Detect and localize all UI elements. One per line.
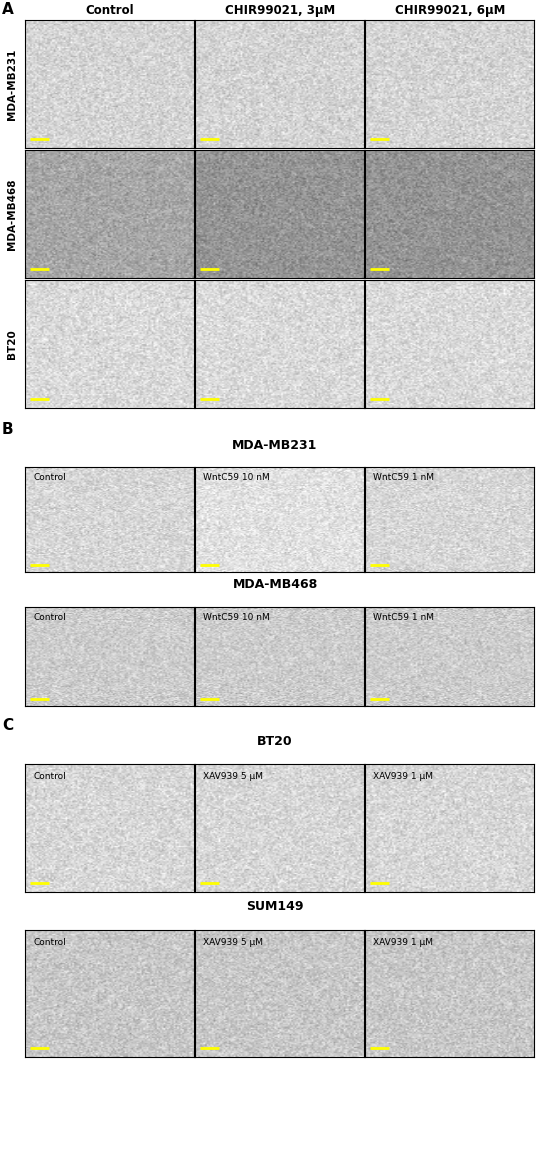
- Text: WntC59 10 nM: WntC59 10 nM: [204, 474, 270, 482]
- Text: A: A: [2, 2, 14, 17]
- Text: XAV939 5 μM: XAV939 5 μM: [204, 938, 263, 946]
- Text: MDA-MB468: MDA-MB468: [232, 578, 318, 591]
- Text: MDA-MB231: MDA-MB231: [232, 439, 318, 452]
- Text: Control: Control: [34, 938, 66, 946]
- Text: Control: Control: [34, 474, 66, 482]
- Text: BT20: BT20: [257, 735, 293, 748]
- Text: Control: Control: [34, 613, 66, 622]
- Text: Control: Control: [86, 3, 134, 17]
- Text: XAV939 5 μM: XAV939 5 μM: [204, 771, 263, 780]
- Text: WntC59 10 nM: WntC59 10 nM: [204, 613, 270, 622]
- Text: C: C: [2, 718, 13, 733]
- Text: BT20: BT20: [7, 329, 17, 359]
- Text: Control: Control: [34, 771, 66, 780]
- Text: SUM149: SUM149: [246, 900, 304, 913]
- Text: WntC59 1 nM: WntC59 1 nM: [373, 613, 435, 622]
- Text: B: B: [2, 422, 14, 437]
- Text: XAV939 1 μM: XAV939 1 μM: [373, 938, 433, 946]
- Text: MDA-MB231: MDA-MB231: [7, 49, 17, 119]
- Text: CHIR99021, 6μM: CHIR99021, 6μM: [395, 3, 505, 17]
- Text: MDA-MB468: MDA-MB468: [7, 178, 17, 250]
- Text: XAV939 1 μM: XAV939 1 μM: [373, 771, 433, 780]
- Text: CHIR99021, 3μM: CHIR99021, 3μM: [225, 3, 335, 17]
- Text: WntC59 1 nM: WntC59 1 nM: [373, 474, 435, 482]
